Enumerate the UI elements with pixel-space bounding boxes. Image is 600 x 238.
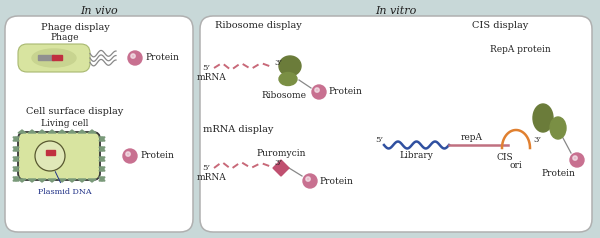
Text: RepA protein: RepA protein — [490, 45, 550, 55]
Text: Cell surface display: Cell surface display — [26, 108, 124, 116]
Polygon shape — [99, 137, 105, 141]
FancyBboxPatch shape — [200, 16, 592, 232]
Circle shape — [126, 152, 130, 156]
Text: mRNA: mRNA — [197, 173, 227, 182]
Text: Protein: Protein — [145, 54, 179, 63]
Polygon shape — [28, 130, 36, 133]
Polygon shape — [99, 157, 105, 161]
Polygon shape — [99, 137, 105, 141]
Text: mRNA: mRNA — [197, 73, 227, 81]
Bar — [46, 150, 55, 154]
Text: Ribosome: Ribosome — [262, 90, 307, 99]
Text: mRNA display: mRNA display — [203, 125, 273, 134]
Polygon shape — [88, 179, 96, 182]
Text: Plasmid DNA: Plasmid DNA — [38, 172, 92, 196]
Circle shape — [128, 51, 142, 65]
Circle shape — [315, 88, 319, 92]
Text: Living cell: Living cell — [41, 119, 89, 128]
Polygon shape — [58, 130, 66, 133]
Polygon shape — [13, 157, 19, 161]
Polygon shape — [78, 179, 86, 182]
Circle shape — [570, 153, 584, 167]
Polygon shape — [13, 137, 19, 141]
Polygon shape — [99, 167, 105, 171]
Polygon shape — [13, 147, 19, 151]
Text: CIS: CIS — [497, 154, 514, 163]
Circle shape — [303, 174, 317, 188]
Polygon shape — [13, 147, 19, 151]
Polygon shape — [78, 130, 86, 133]
Polygon shape — [68, 130, 76, 133]
Polygon shape — [99, 157, 105, 161]
FancyBboxPatch shape — [18, 44, 90, 72]
Polygon shape — [68, 179, 76, 182]
Text: In vivo: In vivo — [80, 6, 118, 16]
Polygon shape — [13, 177, 19, 181]
Text: Ribosome display: Ribosome display — [215, 21, 301, 30]
Polygon shape — [13, 157, 19, 161]
Circle shape — [35, 141, 65, 171]
Polygon shape — [273, 160, 289, 176]
Circle shape — [131, 54, 135, 58]
Text: 5’: 5’ — [202, 164, 210, 172]
Polygon shape — [13, 167, 19, 171]
Ellipse shape — [279, 73, 297, 85]
Polygon shape — [38, 179, 46, 182]
Polygon shape — [88, 130, 96, 133]
Text: Protein: Protein — [541, 169, 575, 178]
Text: 3’: 3’ — [274, 59, 282, 67]
Polygon shape — [13, 137, 19, 141]
Ellipse shape — [550, 117, 566, 139]
Ellipse shape — [32, 49, 76, 67]
Text: 3’: 3’ — [274, 159, 282, 167]
Text: 3’: 3’ — [533, 136, 541, 144]
Text: Library: Library — [399, 152, 433, 160]
Text: CIS display: CIS display — [472, 21, 528, 30]
Polygon shape — [99, 177, 105, 181]
Polygon shape — [18, 130, 26, 133]
Polygon shape — [13, 167, 19, 171]
Polygon shape — [48, 179, 56, 182]
Text: Puromycin: Puromycin — [256, 149, 306, 158]
Polygon shape — [28, 179, 36, 182]
FancyBboxPatch shape — [18, 132, 100, 180]
Circle shape — [123, 149, 137, 163]
Polygon shape — [99, 147, 105, 151]
Text: Protein: Protein — [319, 177, 353, 185]
Text: ori: ori — [509, 162, 523, 170]
Polygon shape — [99, 177, 105, 181]
Text: In vitro: In vitro — [376, 6, 416, 16]
Text: repA: repA — [461, 134, 483, 143]
Polygon shape — [99, 167, 105, 171]
Ellipse shape — [533, 104, 553, 132]
Text: 5’: 5’ — [202, 64, 210, 72]
Bar — [52, 55, 62, 60]
Polygon shape — [99, 147, 105, 151]
Polygon shape — [13, 177, 19, 181]
Circle shape — [312, 85, 326, 99]
Circle shape — [573, 156, 577, 160]
Text: 5’: 5’ — [375, 136, 383, 144]
Text: Protein: Protein — [328, 88, 362, 96]
Polygon shape — [48, 130, 56, 133]
Text: Phage: Phage — [51, 34, 79, 43]
Polygon shape — [38, 130, 46, 133]
Polygon shape — [58, 179, 66, 182]
Polygon shape — [18, 179, 26, 182]
Text: Protein: Protein — [140, 152, 174, 160]
Ellipse shape — [279, 56, 301, 76]
Bar — [38, 55, 54, 60]
FancyBboxPatch shape — [5, 16, 193, 232]
Text: Phage display: Phage display — [41, 23, 109, 31]
Circle shape — [306, 177, 310, 181]
